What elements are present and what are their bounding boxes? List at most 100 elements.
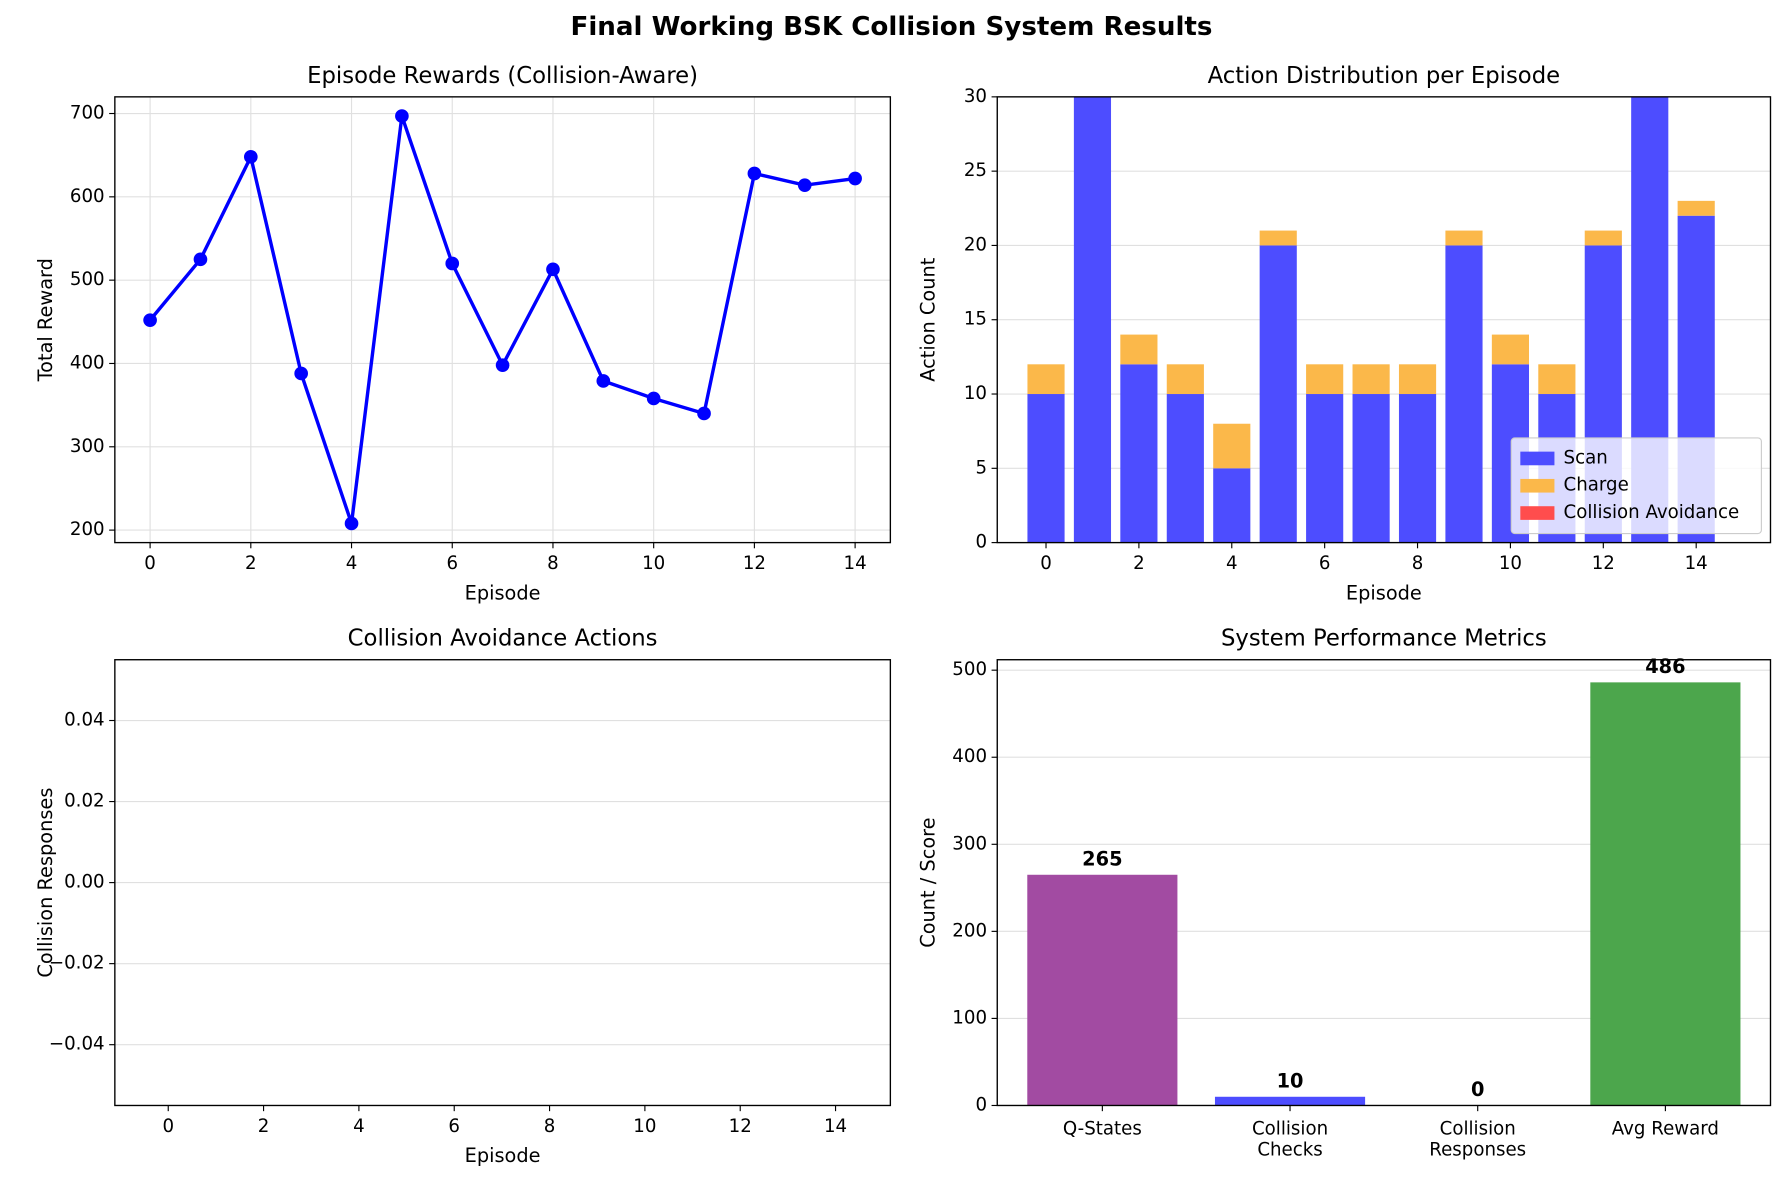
x-tick-label: 0 <box>1040 553 1052 574</box>
legend-label: Scan <box>1564 447 1608 468</box>
y-tick-label: 100 <box>952 1007 987 1028</box>
bar-segment <box>1352 394 1390 543</box>
x-tick-label: 4 <box>353 1116 365 1137</box>
bar <box>1590 682 1741 1106</box>
legend-swatch <box>1520 506 1555 520</box>
marker <box>697 406 711 421</box>
x-tick-label: Collision Checks <box>1252 1118 1328 1160</box>
x-tick-label: 8 <box>544 1116 556 1137</box>
y-tick-label: 700 <box>70 103 105 124</box>
bar-segment <box>1352 364 1390 395</box>
x-tick-label: 2 <box>1133 553 1145 574</box>
y-tick-label: 200 <box>70 519 105 540</box>
marker <box>848 171 862 186</box>
legend-label: Charge <box>1564 475 1629 496</box>
subplot-title: Action Distribution per Episode <box>1208 63 1561 89</box>
x-tick-label: Q-States <box>1063 1118 1142 1139</box>
bar <box>1027 874 1178 1106</box>
x-tick-label: Avg Reward <box>1612 1118 1719 1139</box>
bar-segment <box>1584 230 1622 246</box>
bar <box>1214 1096 1366 1106</box>
bar-segment <box>1120 364 1158 543</box>
subplot: Collision Avoidance Actions Episode Collis… <box>34 626 892 1167</box>
y-tick-label: 400 <box>952 746 987 767</box>
x-tick-label: 12 <box>743 553 766 574</box>
bar-segment <box>1398 394 1437 543</box>
x-tick-label: Collision Responses <box>1429 1118 1526 1160</box>
y-tick-label: 15 <box>964 309 987 330</box>
x-tick-label: 6 <box>1319 553 1331 574</box>
x-tick-label: 14 <box>1685 553 1708 574</box>
x-axis-label: Episode <box>465 1144 541 1167</box>
marker <box>596 374 611 388</box>
y-tick-label: 300 <box>952 833 987 854</box>
bar-segment <box>1166 364 1204 395</box>
y-tick-label: −0.02 <box>49 953 105 974</box>
x-tick-label: 6 <box>446 553 458 574</box>
x-axis-label: Episode <box>465 581 541 604</box>
bar-segment <box>1445 230 1483 246</box>
y-axis-label: Count / Score <box>917 817 940 947</box>
y-tick-label: 0.02 <box>64 791 104 812</box>
bar-segment <box>1491 334 1529 365</box>
subplot: System Performance Metrics Count / Score 0… <box>917 626 1772 1160</box>
subplot-title: Collision Avoidance Actions <box>348 626 658 652</box>
x-tick-label: 14 <box>824 1116 847 1137</box>
value-label: 486 <box>1645 655 1685 678</box>
value-label: 10 <box>1277 1069 1304 1092</box>
marker <box>193 252 208 267</box>
marker <box>294 366 308 381</box>
x-tick-label: 4 <box>1226 553 1238 574</box>
subplot-title: System Performance Metrics <box>1221 626 1547 652</box>
figure-title: Final Working BSK Collision System Resul… <box>570 12 1212 42</box>
bar-segment <box>1259 230 1297 246</box>
y-tick-label: 500 <box>70 269 105 290</box>
bar-segment <box>1306 364 1344 395</box>
y-tick-label: 5 <box>975 457 987 478</box>
y-tick-label: −0.04 <box>49 1034 105 1055</box>
bar-segment <box>1027 364 1065 395</box>
bar-segment <box>1166 394 1204 543</box>
subplot: Episode Rewards (Collision-Aware) Episode… <box>34 63 892 604</box>
y-tick-label: 300 <box>70 436 105 457</box>
bar-segment <box>1073 96 1112 543</box>
marker <box>646 391 661 406</box>
axes-frame <box>996 659 1772 1107</box>
bar-segment <box>1213 423 1251 469</box>
marker <box>797 178 812 192</box>
bar-segment <box>1398 364 1437 395</box>
bar-segment <box>1306 394 1344 543</box>
y-tick-label: 500 <box>952 659 987 680</box>
x-tick-label: 0 <box>144 553 156 574</box>
x-tick-label: 12 <box>1592 553 1615 574</box>
subplot-title: Episode Rewards (Collision-Aware) <box>307 63 698 89</box>
value-label: 265 <box>1082 847 1122 870</box>
marker <box>143 313 157 327</box>
marker <box>495 358 510 372</box>
bar-segment <box>1259 245 1297 543</box>
value-label: 0 <box>1471 1078 1484 1101</box>
x-tick-label: 4 <box>346 553 358 574</box>
y-tick-label: 10 <box>964 383 987 404</box>
legend-swatch <box>1520 451 1555 466</box>
x-tick-label: 10 <box>1499 553 1522 574</box>
bar-segment <box>1027 394 1065 543</box>
axes-frame <box>114 659 892 1107</box>
x-tick-label: 8 <box>1412 553 1424 574</box>
x-tick-label: 10 <box>633 1116 656 1137</box>
x-tick-label: 2 <box>258 1116 270 1137</box>
x-tick-label: 12 <box>729 1116 752 1137</box>
y-tick-label: 30 <box>964 86 987 107</box>
legend-box <box>1510 437 1762 535</box>
legend-swatch <box>1520 478 1555 493</box>
y-axis-label: Total Reward <box>34 258 57 382</box>
y-tick-label: 400 <box>70 352 105 373</box>
y-tick-label: 0 <box>975 532 987 553</box>
bar-segment <box>1677 200 1715 216</box>
marker <box>747 166 762 181</box>
x-tick-label: 0 <box>162 1116 174 1137</box>
marker <box>395 109 409 123</box>
bar-segment <box>1120 334 1158 365</box>
